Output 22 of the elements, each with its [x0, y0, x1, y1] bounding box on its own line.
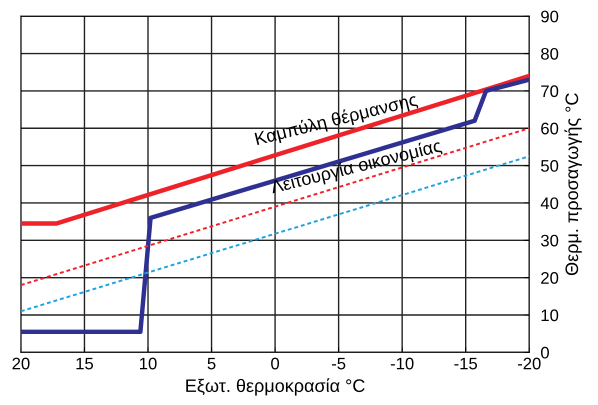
- x-tick-label: -20: [518, 358, 541, 370]
- x-tick-label: 5: [208, 358, 216, 370]
- y-tick-label: 0: [540, 346, 549, 359]
- x-tick-label: 0: [271, 358, 280, 370]
- x-tick-label: 20: [12, 358, 30, 370]
- x-tick-label: -15: [454, 358, 478, 370]
- y-tick-label: 40: [540, 197, 558, 210]
- x-tick-label: -5: [332, 358, 346, 370]
- y-tick-label: 70: [541, 85, 558, 98]
- y-tick-label: 20: [541, 272, 558, 284]
- y-axis-title: Θερμ. προσαγωγής °C: [564, 93, 582, 276]
- y-tick-label: 10: [542, 309, 558, 322]
- y-tick-label: 50: [541, 160, 558, 172]
- line-series: [20, 77, 530, 334]
- y-tick-label: 90: [541, 10, 558, 22]
- y-tick-label: 30: [540, 234, 558, 247]
- y-tick-label: 60: [541, 122, 558, 134]
- x-tick-label: -10: [390, 358, 414, 370]
- x-tick-label: 15: [76, 358, 94, 370]
- y-tick-label: 80: [541, 48, 558, 60]
- x-tick-label: 10: [140, 358, 157, 370]
- x-axis-title: Εξωτ. θερμοκρασία °C: [186, 378, 365, 396]
